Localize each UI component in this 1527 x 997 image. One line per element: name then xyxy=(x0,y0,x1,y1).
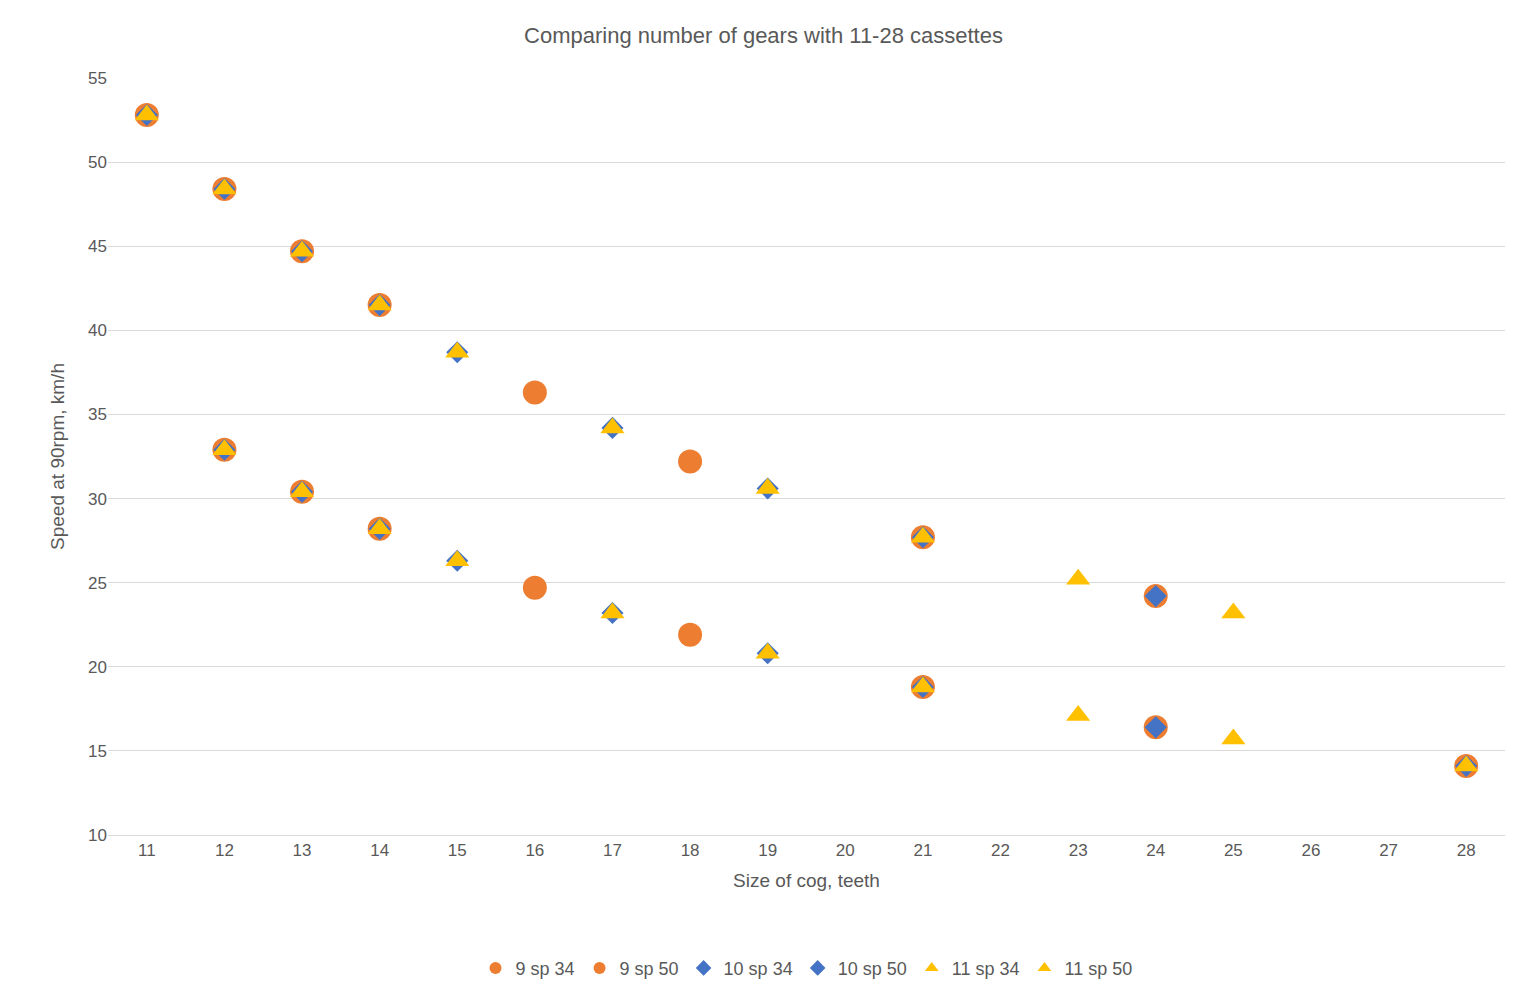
svg-text:27: 27 xyxy=(1379,841,1398,860)
svg-text:13: 13 xyxy=(293,841,312,860)
svg-text:26: 26 xyxy=(1302,841,1321,860)
svg-text:24: 24 xyxy=(1146,841,1165,860)
svg-text:9 sp 34: 9 sp 34 xyxy=(516,959,575,979)
svg-text:20: 20 xyxy=(836,841,855,860)
svg-text:Size of cog, teeth: Size of cog, teeth xyxy=(733,870,880,891)
svg-text:11: 11 xyxy=(138,841,156,860)
svg-text:28: 28 xyxy=(1457,841,1476,860)
svg-text:10: 10 xyxy=(88,826,107,845)
svg-text:22: 22 xyxy=(991,841,1010,860)
svg-text:50: 50 xyxy=(88,153,107,172)
svg-text:30: 30 xyxy=(88,490,107,509)
svg-text:18: 18 xyxy=(681,841,700,860)
svg-text:17: 17 xyxy=(603,841,622,860)
svg-text:40: 40 xyxy=(88,321,107,340)
svg-text:12: 12 xyxy=(215,841,234,860)
svg-text:Speed at 90rpm, km/h: Speed at 90rpm, km/h xyxy=(47,363,68,550)
svg-text:10 sp 34: 10 sp 34 xyxy=(724,959,793,979)
svg-text:25: 25 xyxy=(88,574,107,593)
svg-text:11 sp 34: 11 sp 34 xyxy=(952,959,1020,979)
svg-text:25: 25 xyxy=(1224,841,1243,860)
svg-text:23: 23 xyxy=(1069,841,1088,860)
svg-text:19: 19 xyxy=(758,841,777,860)
svg-text:11 sp 50: 11 sp 50 xyxy=(1064,959,1132,979)
svg-text:15: 15 xyxy=(448,841,467,860)
svg-text:55: 55 xyxy=(88,69,107,88)
svg-text:15: 15 xyxy=(88,742,107,761)
svg-text:14: 14 xyxy=(370,841,389,860)
svg-text:16: 16 xyxy=(525,841,544,860)
svg-text:9 sp 50: 9 sp 50 xyxy=(620,959,679,979)
svg-text:45: 45 xyxy=(88,237,107,256)
svg-text:20: 20 xyxy=(88,658,107,677)
svg-text:21: 21 xyxy=(913,841,932,860)
svg-text:35: 35 xyxy=(88,405,107,424)
svg-text:10 sp 50: 10 sp 50 xyxy=(838,959,907,979)
svg-text:Comparing number of gears with: Comparing number of gears with 11-28 cas… xyxy=(524,23,1003,48)
